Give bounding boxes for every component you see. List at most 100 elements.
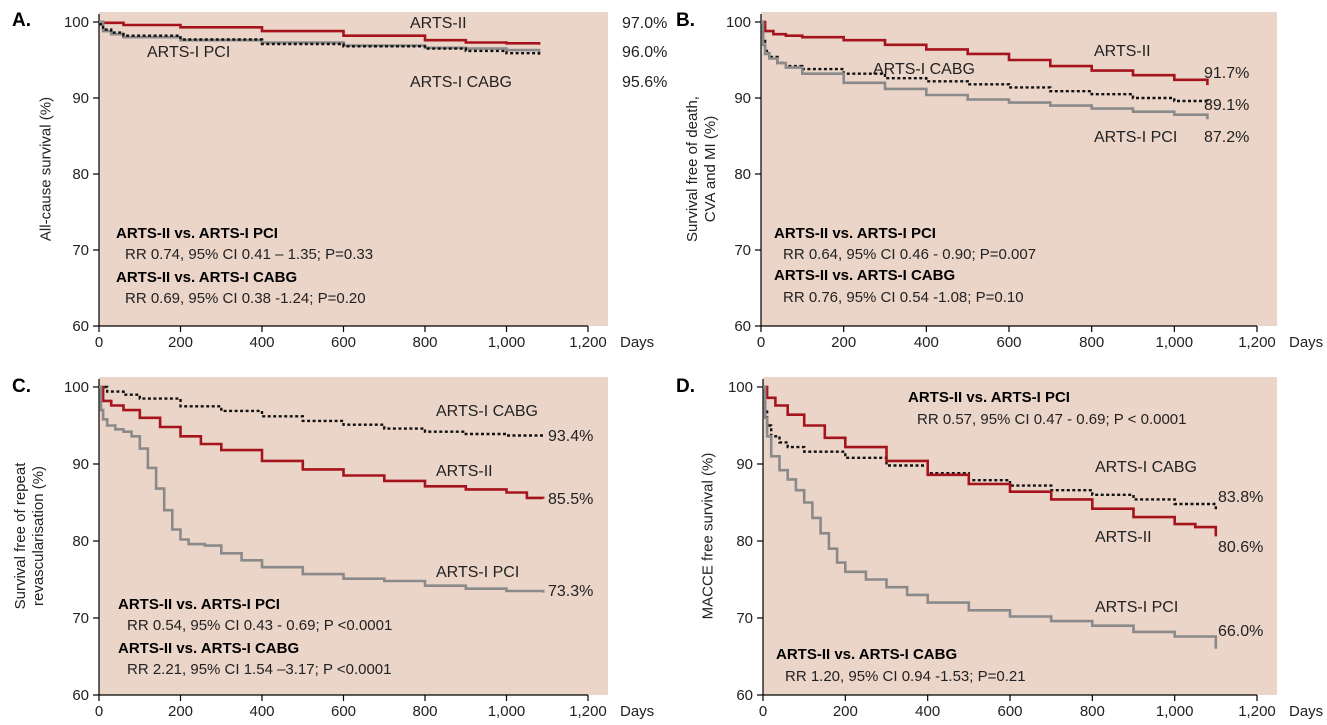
stat-comparison-result: RR 0.54, 95% CI 0.43 - 0.69; P <0.0001: [127, 617, 392, 634]
stat-comparison-result: RR 0.69, 95% CI 0.38 -1.24; P=0.20: [125, 290, 366, 307]
series-label-arts-i-cabg: ARTS-I CABG: [1095, 459, 1197, 476]
series-line-arts-ii: [99, 20, 541, 45]
panel-a: A. 60 70 80 90 100 0 200 400 600 800 1,000 1,200 Days…: [12, 10, 667, 351]
series-label-arts-ii: ARTS-II: [436, 463, 493, 480]
end-value-arts-i-pci: 73.3%: [548, 583, 593, 600]
series-label-arts-ii: ARTS-II: [1094, 43, 1151, 60]
end-value-arts-i-pci: 87.2%: [1204, 129, 1249, 146]
y-tick-label: 70: [736, 610, 753, 627]
series-line-arts-ii: [99, 385, 545, 500]
x-axis-label: Days: [620, 334, 654, 351]
end-value-arts-ii: 80.6%: [1218, 539, 1263, 556]
y-tick-label: 90: [72, 456, 89, 473]
y-tick-label: 80: [734, 166, 751, 183]
x-tick-label: 600: [997, 703, 1022, 720]
series-line-arts-i-cabg: [763, 385, 1217, 512]
series-line-arts-i-cabg: [99, 385, 545, 438]
x-tick-label: 800: [1079, 334, 1104, 351]
stat-comparison-result: RR 0.57, 95% CI 0.47 - 0.69; P < 0.0001: [917, 411, 1186, 428]
stat-comparison-heading: ARTS-II vs. ARTS-I CABG: [774, 267, 955, 284]
stat-comparison-heading: ARTS-II vs. ARTS-I CABG: [116, 269, 297, 286]
y-tick-label: 100: [728, 379, 753, 396]
end-value-arts-i-pci: 66.0%: [1218, 623, 1263, 640]
panel-letter: A.: [12, 10, 31, 31]
end-value-arts-i-cabg: 89.1%: [1204, 97, 1249, 114]
y-tick-label: 90: [736, 456, 753, 473]
y-tick-label: 70: [72, 610, 89, 627]
x-tick-label: 200: [833, 703, 858, 720]
stat-comparison-result: RR 0.76, 95% CI 0.54 -1.08; P=0.10: [783, 289, 1024, 306]
x-tick-label: 0: [757, 334, 765, 351]
y-axis-label: Survival free of repeatrevascularisation…: [12, 462, 47, 610]
y-tick-label: 70: [72, 242, 89, 259]
stat-comparison-heading: ARTS-II vs. ARTS-I CABG: [776, 646, 957, 663]
series-label-arts-ii: ARTS-II: [410, 15, 467, 32]
end-value-arts-i-cabg: 83.8%: [1218, 489, 1263, 506]
series-label-arts-ii: ARTS-II: [1095, 529, 1152, 546]
x-tick-label: 200: [168, 334, 193, 351]
stat-comparison-result: RR 0.64, 95% CI 0.46 - 0.90; P=0.007: [783, 246, 1036, 263]
x-tick-label: 200: [831, 334, 856, 351]
x-tick-label: 0: [759, 703, 767, 720]
series-line-arts-i-pci: [763, 385, 1218, 649]
x-tick-label: 200: [168, 703, 193, 720]
series-label-arts-i-pci: ARTS-I PCI: [436, 564, 519, 581]
x-tick-label: 1,000: [1156, 703, 1194, 720]
x-tick-label: 400: [249, 703, 274, 720]
x-axis-label: Days: [1289, 703, 1323, 720]
x-tick-label: 400: [915, 703, 940, 720]
stat-comparison-heading: ARTS-II vs. ARTS-I CABG: [118, 640, 299, 657]
end-value-arts-i-pci: 96.0%: [622, 44, 667, 61]
series-line-arts-ii: [763, 385, 1218, 537]
y-axis-label-line: revascularisation (%): [30, 466, 47, 606]
x-tick-label: 600: [996, 334, 1021, 351]
y-axis-label-line: Survival free of death,: [684, 96, 701, 242]
x-tick-label: 1,200: [1238, 703, 1276, 720]
series-line-arts-i-pci: [761, 20, 1209, 120]
series-line-arts-i-pci: [99, 385, 545, 593]
y-tick-label: 90: [72, 90, 89, 107]
y-tick-label: 100: [64, 379, 89, 396]
series-label-arts-i-pci: ARTS-I PCI: [1095, 599, 1178, 616]
x-tick-label: 0: [95, 334, 103, 351]
end-value-arts-ii: 97.0%: [622, 15, 667, 32]
panel-c: C. 60 70 80 90 100 0 200 400 600 800 1,000 1,200 Days…: [12, 376, 654, 720]
stat-comparison-heading: ARTS-II vs. ARTS-I PCI: [116, 225, 278, 242]
panel-b: B. 60 70 80 90 100 0 200 400 600 800 1,000 1,200 Days…: [676, 10, 1323, 351]
series-label-arts-i-pci: ARTS-I PCI: [147, 44, 230, 61]
stat-comparison-result: RR 0.74, 95% CI 0.41 – 1.35; P=0.33: [125, 246, 373, 263]
series-line-arts-ii: [761, 20, 1209, 86]
panel-letter: D.: [676, 376, 695, 397]
plot-background: [99, 12, 608, 326]
x-tick-label: 600: [331, 334, 356, 351]
x-tick-label: 0: [95, 703, 103, 720]
x-tick-label: 1,200: [569, 703, 607, 720]
x-tick-label: 1,000: [488, 334, 526, 351]
stat-comparison-result: RR 2.21, 95% CI 1.54 –3.17; P <0.0001: [127, 661, 392, 678]
stat-comparison-heading: ARTS-II vs. ARTS-I PCI: [908, 389, 1070, 406]
plot-background: [99, 377, 608, 695]
y-axis-label-line: Survival free of repeat: [12, 462, 29, 610]
y-tick-label: 80: [72, 166, 89, 183]
x-tick-label: 1,000: [1156, 334, 1194, 351]
y-axis-label-line: MACCE free survival (%): [700, 453, 717, 620]
end-value-arts-i-cabg: 93.4%: [548, 428, 593, 445]
x-tick-label: 800: [412, 703, 437, 720]
x-axis-label: Days: [1289, 334, 1323, 351]
end-value-arts-i-cabg: 95.6%: [622, 74, 667, 91]
end-value-arts-ii: 91.7%: [1204, 65, 1249, 82]
y-tick-label: 60: [72, 687, 89, 704]
x-tick-label: 400: [249, 334, 274, 351]
y-tick-label: 60: [736, 687, 753, 704]
series-line-arts-i-cabg: [99, 23, 541, 56]
stat-comparison-heading: ARTS-II vs. ARTS-I PCI: [118, 596, 280, 613]
y-tick-label: 60: [734, 318, 751, 335]
plot-background: [761, 12, 1277, 326]
stat-comparison-heading: ARTS-II vs. ARTS-I PCI: [774, 225, 936, 242]
y-tick-label: 70: [734, 242, 751, 259]
y-axis-label-line: All-cause survival (%): [38, 97, 55, 241]
y-axis-label-line: CVA and MI (%): [702, 116, 719, 222]
series-label-arts-i-cabg: ARTS-I CABG: [410, 74, 512, 91]
panel-d: D. 60 70 80 90 100 0 200 400 600 800 1,000 1,200 Days…: [676, 376, 1323, 720]
